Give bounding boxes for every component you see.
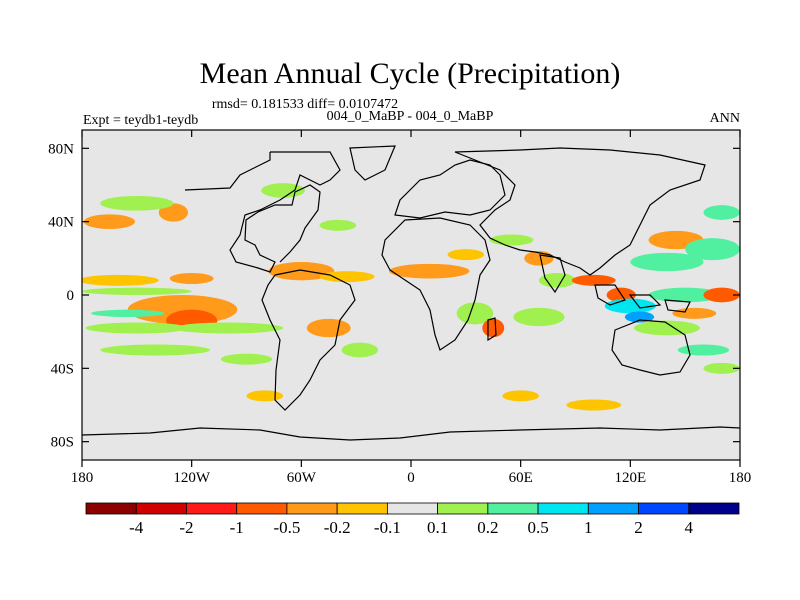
coastline-antarctica — [82, 426, 740, 441]
anomaly-region — [456, 302, 494, 325]
experiment-label: Expt = teydb1-teydb — [83, 113, 198, 128]
y-tick-label: 0 — [67, 288, 75, 304]
colorbar-label: -4 — [129, 518, 144, 537]
x-tick-label: 180 — [729, 470, 752, 486]
anomaly-region — [604, 298, 656, 314]
colorbar-box — [135, 502, 187, 515]
y-tick-label: 40S — [51, 361, 74, 377]
anomaly-region — [703, 287, 740, 303]
chart-title: Mean Annual Cycle (Precipitation) — [200, 57, 621, 90]
anomaly-region — [571, 274, 616, 286]
anomaly-region — [100, 196, 174, 211]
coastlines — [82, 145, 740, 441]
coastline-north-america — [229, 151, 341, 273]
anomaly-region — [703, 205, 740, 220]
colorbar-box — [688, 502, 740, 515]
colorbar-label: 0.2 — [477, 518, 498, 537]
anomaly-region — [100, 344, 210, 356]
colorbar-label: 2 — [634, 518, 643, 537]
season-label: ANN — [710, 111, 740, 126]
anomaly-region — [447, 249, 485, 261]
anomaly-region — [648, 287, 722, 303]
anomaly-region — [246, 390, 284, 402]
colorbar-label: -0.2 — [324, 518, 351, 537]
anomaly-region — [685, 238, 740, 261]
y-axis: 80N 40N 0 40S 80S — [48, 141, 740, 451]
x-tick-label: 0 — [407, 470, 415, 486]
anomaly-region — [538, 273, 576, 288]
coastline-south-america — [261, 269, 356, 411]
anomaly-region — [319, 219, 357, 231]
anomaly-region — [173, 322, 284, 334]
anomaly-region — [85, 322, 189, 334]
anomaly-region — [268, 262, 335, 281]
anomaly-region — [389, 263, 470, 279]
colorbar-label: 0.5 — [527, 518, 548, 537]
coastline-alaska — [184, 152, 271, 191]
anomaly-region — [306, 318, 351, 338]
coastline-greenland — [349, 145, 396, 181]
coastline-madagascar — [487, 317, 497, 342]
stats-label: rmsd= 0.181533 diff= 0.0107472 — [212, 97, 398, 112]
colorbar-box — [386, 502, 439, 515]
colorbar-label: -2 — [179, 518, 193, 537]
colorbar-box — [587, 502, 639, 515]
colorbar-label: 4 — [685, 518, 694, 537]
anomaly-region — [630, 252, 704, 272]
colorbar-box — [638, 502, 690, 515]
anomaly-region — [566, 399, 622, 411]
colorbar-box — [487, 502, 539, 515]
anomaly-region — [672, 307, 717, 319]
anomaly-region — [220, 353, 273, 365]
colorbar-label: -0.1 — [374, 518, 401, 537]
colorbar-box — [85, 502, 137, 515]
colorbar-box — [186, 502, 238, 515]
x-tick-label: 180 — [71, 470, 94, 486]
anomaly-region — [502, 390, 539, 402]
colorbar-box — [437, 502, 489, 515]
colorbar-box — [336, 502, 388, 515]
anomaly-region — [513, 307, 565, 327]
coastline-africa — [381, 217, 491, 351]
anomaly-region — [341, 342, 379, 358]
x-tick-label: 60E — [509, 470, 533, 486]
colorbar-box — [286, 502, 338, 515]
anomaly-region — [169, 273, 214, 284]
anomaly-region — [158, 203, 189, 222]
anomaly-region — [489, 234, 534, 246]
coastline-asia — [454, 147, 706, 276]
coastline-indonesia — [594, 284, 691, 313]
anomaly-region — [91, 309, 165, 318]
colorbar-label: -1 — [230, 518, 244, 537]
anomaly-region — [624, 311, 655, 323]
anomaly-region — [633, 320, 700, 336]
coastline-australia — [611, 319, 691, 376]
comparison-label: 004_0_MaBP - 004_0_MaBP — [327, 109, 494, 124]
colorbar: -4 -2 -1 -0.5 -0.2 -0.1 0.1 0.2 0.5 1 2 4 — [85, 502, 740, 537]
coastline-europe — [394, 159, 506, 219]
y-tick-label: 40N — [48, 215, 74, 231]
anomaly-region — [482, 318, 505, 338]
y-tick-label: 80N — [48, 141, 74, 157]
anomaly-region — [677, 344, 730, 356]
anomaly-region — [703, 362, 740, 374]
anomaly-layer — [82, 183, 740, 411]
colorbar-box — [236, 502, 288, 515]
colorbar-label: 1 — [584, 518, 593, 537]
colorbar-label: -0.5 — [273, 518, 300, 537]
anomaly-region — [82, 274, 159, 286]
y-tick-label: 80S — [51, 435, 74, 451]
anomaly-region — [319, 271, 375, 283]
x-tick-label: 120E — [614, 470, 646, 486]
coastline-india — [539, 254, 566, 294]
anomaly-region — [82, 287, 192, 296]
colorbar-label: 0.1 — [427, 518, 448, 537]
x-axis: 180 120W 60W 0 60E 120E 180 — [71, 130, 752, 486]
x-tick-label: 60W — [287, 470, 317, 486]
anomaly-region — [83, 214, 136, 230]
colorbar-box — [537, 502, 589, 515]
x-tick-label: 120W — [173, 470, 211, 486]
